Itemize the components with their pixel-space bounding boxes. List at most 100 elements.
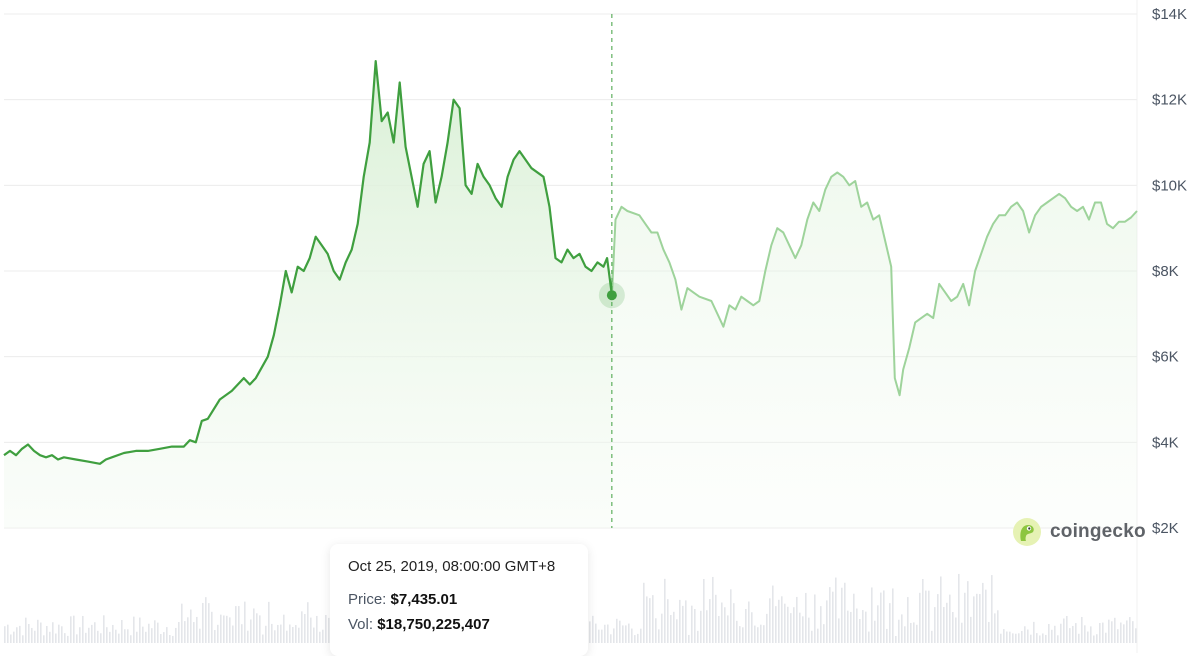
volume-bar — [733, 603, 735, 643]
volume-bar — [793, 607, 795, 643]
volume-bar — [781, 596, 783, 643]
area-fill-faded — [612, 172, 1137, 528]
volume-bar — [1015, 633, 1017, 643]
volume-bar — [1108, 619, 1110, 643]
volume-bar — [31, 627, 33, 643]
volume-bar — [688, 634, 690, 643]
volume-bar — [1066, 616, 1068, 643]
volume-bar — [319, 631, 321, 643]
volume-bar — [1000, 633, 1002, 643]
volume-bar — [1120, 622, 1122, 643]
volume-bar — [664, 578, 666, 643]
volume-bar — [298, 627, 300, 643]
volume-bar — [955, 617, 957, 643]
volume-bar — [1069, 628, 1071, 643]
volume-bar — [163, 632, 165, 643]
volume-bar — [211, 611, 213, 643]
volume-bar — [949, 594, 951, 643]
volume-bar — [898, 619, 900, 643]
volume-bar — [16, 627, 18, 643]
y-axis: $14K $12K $10K $8K $6K $4K $2K — [1152, 6, 1187, 537]
volume-bar — [295, 625, 297, 643]
volume-bar — [919, 592, 921, 643]
volume-bar — [682, 605, 684, 643]
volume-bar — [274, 630, 276, 643]
volume-bar — [799, 612, 801, 643]
volume-bar — [157, 622, 159, 643]
volume-bar — [235, 606, 237, 643]
volume-bar — [184, 621, 186, 643]
volume-bar — [172, 635, 174, 643]
volume-bar — [61, 626, 63, 643]
volume-bar — [637, 633, 639, 643]
volume-bar — [598, 629, 600, 643]
volume-bar — [679, 599, 681, 643]
volume-bar — [58, 624, 60, 643]
volume-bar — [850, 611, 852, 643]
volume-bar — [121, 619, 123, 643]
volume-bar — [886, 628, 888, 643]
volume-bar — [895, 636, 897, 643]
volume-bar — [292, 627, 294, 643]
volume-bar — [280, 624, 282, 643]
volume-bar — [649, 598, 651, 643]
volume-bar — [913, 622, 915, 643]
price-line — [3, 60, 1138, 465]
volume-bar — [1075, 623, 1077, 643]
volume-bar — [1045, 634, 1047, 643]
volume-bar — [865, 611, 867, 643]
volume-bar — [1027, 629, 1029, 643]
volume-bar — [1090, 626, 1092, 643]
volume-bar — [820, 606, 822, 643]
volume-bar — [64, 633, 66, 643]
volume-bar — [10, 634, 12, 643]
volume-bar — [169, 635, 171, 643]
volume-bar — [802, 616, 804, 643]
volume-bar — [193, 622, 195, 643]
coingecko-watermark: coingecko — [1012, 514, 1146, 550]
volume-bar — [214, 629, 216, 643]
y-tick-label: $8K — [1152, 263, 1179, 280]
hover-point[interactable] — [606, 290, 617, 301]
volume-bar — [700, 610, 702, 643]
volume-bar — [253, 608, 255, 643]
volume-bar — [967, 581, 969, 643]
volume-bar — [1003, 629, 1005, 643]
volume-bar — [973, 596, 975, 643]
volume-bar — [997, 610, 999, 643]
volume-bar — [604, 624, 606, 643]
volume-bar — [301, 611, 303, 643]
volume-bar — [1084, 625, 1086, 643]
volume-bar — [1099, 622, 1101, 643]
volume-bar — [1081, 616, 1083, 643]
volume-bar — [148, 623, 150, 643]
volume-bar — [130, 635, 132, 643]
volume-bar — [328, 617, 330, 643]
volume-bar — [1057, 635, 1059, 643]
gecko-logo-icon — [1013, 518, 1041, 546]
volume-bar — [787, 606, 789, 643]
volume-bar — [946, 602, 948, 643]
volume-bar — [271, 623, 273, 643]
volume-bar — [901, 614, 903, 643]
volume-bar — [1132, 621, 1134, 643]
volume-bar — [805, 592, 807, 643]
y-tick-label: $4K — [1152, 434, 1179, 451]
volume-bar — [139, 617, 141, 643]
volume-bar — [1093, 635, 1095, 643]
volume-bar — [841, 587, 843, 643]
volume-bar — [589, 621, 591, 643]
volume-bar — [673, 611, 675, 643]
volume-bar — [613, 628, 615, 643]
volume-bar — [706, 610, 708, 643]
volume-bar — [883, 590, 885, 643]
volume-bar — [286, 630, 288, 643]
volume-bar — [976, 593, 978, 643]
volume-bar — [811, 630, 813, 643]
volume-bar — [943, 607, 945, 643]
hover-tooltip: Oct 25, 2019, 08:00:00 GMT+8 Price: $7,4… — [330, 544, 588, 656]
volume-bar — [1060, 623, 1062, 643]
volume-bar — [961, 622, 963, 643]
volume-bar — [826, 600, 828, 643]
